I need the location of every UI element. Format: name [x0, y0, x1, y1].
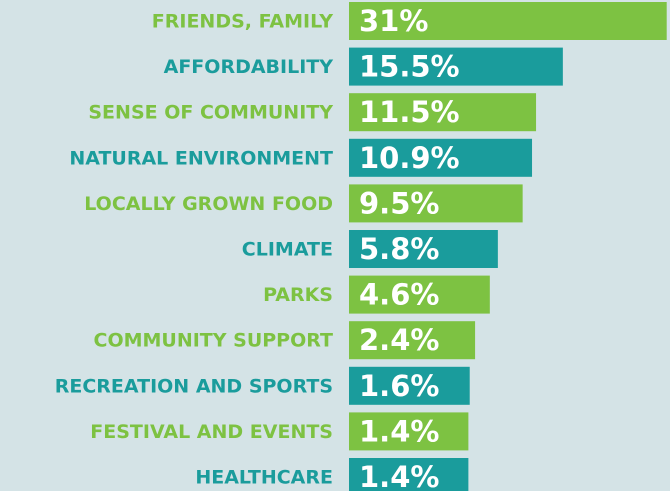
bar — [349, 2, 667, 40]
category-label: RECREATION AND SPORTS — [55, 375, 333, 397]
value-label: 4.6% — [359, 278, 439, 312]
bar — [349, 47, 563, 86]
value-label: 1.4% — [359, 414, 439, 448]
category-label: CLIMATE — [242, 239, 333, 261]
bar — [349, 458, 469, 491]
value-label: 2.4% — [359, 323, 439, 357]
value-label: 10.9% — [359, 141, 460, 175]
bar — [349, 93, 537, 132]
value-label: 1.6% — [359, 369, 439, 403]
category-label: COMMUNITY SUPPORT — [94, 330, 334, 352]
value-label: 5.8% — [359, 232, 439, 266]
bar — [349, 412, 469, 451]
value-label: 15.5% — [359, 50, 460, 84]
category-label: FESTIVAL AND EVENTS — [90, 421, 333, 443]
category-label: PARKS — [263, 284, 333, 306]
value-label: 11.5% — [359, 95, 460, 129]
bar — [349, 184, 523, 223]
bar — [349, 321, 476, 360]
category-label: HEALTHCARE — [195, 467, 333, 489]
value-label: 1.4% — [359, 460, 439, 491]
value-label: 9.5% — [359, 186, 439, 220]
bar — [349, 366, 470, 405]
category-label: NATURAL ENVIRONMENT — [69, 147, 333, 169]
bar — [349, 230, 498, 268]
value-label: 31% — [359, 4, 428, 38]
category-label: FRIENDS, FAMILY — [152, 11, 333, 33]
category-label: AFFORDABILITY — [164, 56, 334, 78]
category-label: LOCALLY GROWN FOOD — [84, 193, 333, 215]
bar — [349, 138, 533, 177]
bar — [349, 275, 490, 314]
category-label: SENSE OF COMMUNITY — [88, 102, 333, 124]
